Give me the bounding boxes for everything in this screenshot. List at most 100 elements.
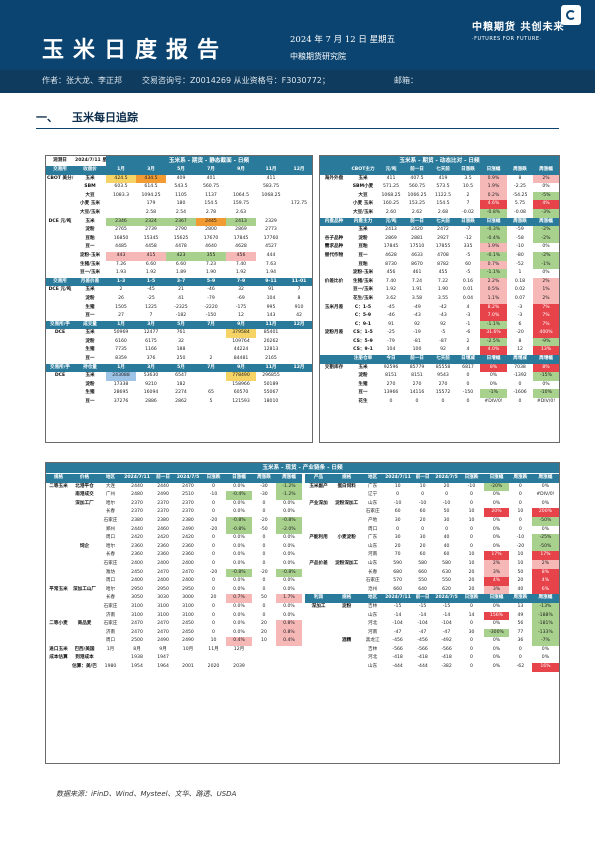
static-cell: 豆一 bbox=[85, 244, 95, 250]
static-cell bbox=[286, 183, 312, 192]
spot-right-cell: 利润 bbox=[305, 594, 333, 603]
dynamic-cell: 0.07 bbox=[514, 295, 526, 301]
spot-left-cell: 2020 bbox=[207, 664, 220, 670]
spot-right-cell: 周口 bbox=[368, 526, 378, 532]
static-cell: 豆一 bbox=[85, 399, 95, 405]
static-cell bbox=[46, 209, 74, 218]
spot-right-cell: 0 bbox=[518, 526, 522, 532]
static-cell: 2329 bbox=[265, 218, 277, 224]
static-cell bbox=[286, 346, 312, 355]
spot-left-cell: 2360 bbox=[131, 543, 143, 549]
spot-right-cell bbox=[305, 577, 332, 586]
spot-left-cell: -0.8% bbox=[225, 516, 252, 526]
dynamic-cell: -5 bbox=[440, 330, 446, 336]
spot-right-cell: -50% bbox=[531, 542, 559, 552]
dynamic-cell: 17510 bbox=[409, 244, 425, 250]
dynamic-cell: -46 bbox=[387, 313, 395, 319]
spot-right-cell: 0 bbox=[470, 638, 473, 644]
dynamic-cell: 14116 bbox=[409, 390, 425, 396]
dynamic-cell: -59 bbox=[516, 227, 524, 233]
spot-right-cell: -133% bbox=[531, 628, 559, 638]
static-title-row: 观测日 2024/7/11 星期4玉米系 - 期货 - 静态截面 - 日频 bbox=[46, 156, 313, 166]
static-cell: 7 bbox=[149, 313, 153, 319]
dynamic-cell: 3.55 bbox=[437, 295, 449, 301]
spot-right-row: 酒精 黑龙江 -456 -456 -492 0 0% 36 -7% bbox=[305, 637, 559, 646]
static-cell: 1166 bbox=[145, 347, 157, 353]
dynamic-cell: -19 bbox=[413, 330, 421, 336]
dynamic-cell: CS：9-1 bbox=[353, 347, 373, 353]
spot-right-row: 产地 30 20 30 10 0% 0 -50% bbox=[305, 516, 559, 526]
static-cell: 41 bbox=[178, 295, 184, 301]
spot-right-row: 长春 680 660 630 20 3% 50 8% bbox=[305, 568, 559, 578]
spot-right-cell bbox=[332, 508, 361, 517]
static-cell bbox=[286, 235, 312, 244]
section-number: 一、 bbox=[36, 111, 58, 124]
dynamic-cell: -1.1% bbox=[480, 269, 507, 278]
dynamic-cell: 2420 bbox=[411, 227, 423, 233]
spot-right-cell: 2024/7/5 bbox=[434, 594, 460, 603]
static-cell: 小麦 玉米 bbox=[80, 201, 100, 207]
spot-left-cell: 广州 bbox=[105, 492, 116, 498]
spot-right-row: 石家庄 570 550 550 20 4% 20 4% bbox=[305, 577, 559, 586]
spot-right-cell: 前一日 bbox=[411, 594, 435, 603]
static-cell: 2790 bbox=[175, 227, 187, 233]
spot-left-cell bbox=[201, 654, 226, 663]
spot-right-cell: 0 bbox=[518, 483, 522, 489]
dynamic-cell: 今日 bbox=[378, 355, 404, 364]
static-cell bbox=[286, 226, 312, 235]
static-cell: 11-01 bbox=[286, 277, 313, 287]
spot-right-cell: 50 bbox=[517, 569, 524, 575]
dynamic-row: 价差比价 生猪/玉米 7.40 7.24 7.22 0.16 2.2% 0.18 2% bbox=[320, 277, 559, 287]
static-cell: 大豆 bbox=[85, 192, 95, 198]
spot-right-cell: 深加工 bbox=[311, 603, 326, 609]
spot-right-cell: 0 bbox=[470, 492, 473, 498]
spot-right-cell: 660 bbox=[418, 569, 427, 575]
spot-right-cell: 0% bbox=[492, 664, 501, 670]
spot-left-row: 平常玉米 深加工山厂 哈尔 2950 2950 2950 0 0.0% 0 0.0% bbox=[46, 586, 302, 595]
static-cell: 2.63 bbox=[235, 209, 247, 215]
spot-left-cell: -0.8% bbox=[275, 568, 302, 578]
spot-right-row: 利润 规格 地区 2024/7/11 前一日 2024/7/5 日涨跌 日涨幅 周涨跌 周涨幅 bbox=[305, 594, 559, 603]
static-row: 豆一 8359 376 250 2 84481 2165 bbox=[46, 355, 312, 364]
dynamic-cell: 270 bbox=[386, 381, 396, 387]
spot-right-cell: -15 bbox=[393, 603, 402, 609]
spot-left-cell: 长春 bbox=[105, 509, 116, 515]
spot-left-cell: 2024/7/11 bbox=[122, 474, 152, 483]
static-cell: 6.60 bbox=[145, 261, 157, 267]
spot-left-cell: 0 bbox=[212, 612, 215, 618]
static-cell: 434.5 bbox=[136, 174, 166, 184]
dynamic-cell: 92596 bbox=[383, 364, 399, 370]
static-cell: 614.5 bbox=[144, 184, 158, 190]
spot-right-cell: 周涨幅 bbox=[531, 594, 559, 603]
spot-right-cell: 20 bbox=[468, 569, 475, 575]
static-row: 大豆/玉米 2.58 2.54 2.78 2.63 bbox=[46, 209, 312, 218]
dynamic-cell: -1% bbox=[480, 389, 507, 399]
spot-left-cell: 0 bbox=[212, 578, 215, 584]
spot-left-row: 济南 3100 3100 3100 0 0.0% 0 0.0% bbox=[46, 612, 302, 621]
dynamic-row: CBOT主力 元/吨 前一日 七天前 日涨跌 日涨幅 周涨跌 周涨幅 bbox=[320, 166, 559, 175]
spot-left-cell: 3100 bbox=[157, 603, 169, 609]
dynamic-cell bbox=[320, 286, 348, 295]
dynamic-cell: -45 bbox=[387, 304, 395, 310]
dynamic-cell: -1 bbox=[465, 321, 471, 327]
static-cell: -45 bbox=[147, 287, 155, 293]
static-cell: 7.26 bbox=[115, 261, 127, 267]
spot-left-cell: 3100 bbox=[182, 612, 194, 618]
static-cell bbox=[286, 269, 312, 278]
dynamic-cell: 3.5 bbox=[464, 175, 472, 181]
dynamic-cell: 100 bbox=[412, 347, 422, 353]
dynamic-row: 淀粉月差 CS：1-5 -25 -19 -5 -6 31.6% -20 400% bbox=[320, 329, 559, 338]
static-cell: 豆一 bbox=[85, 313, 95, 319]
static-cell: -25 bbox=[147, 295, 155, 301]
spot-right-cell: 酒精 bbox=[342, 638, 352, 644]
spot-left-cell: 巴西/美国 bbox=[74, 646, 95, 652]
static-row: DCE 元/吨 玉米 2346 2324 2367 2445 2413 2329 bbox=[46, 217, 312, 227]
static-title-cell: 观测日 bbox=[53, 157, 67, 163]
spot-right-cell: 周涨幅 bbox=[531, 474, 559, 483]
dynamic-cell: 8782 bbox=[437, 261, 449, 267]
static-cell: 1月 bbox=[106, 166, 136, 175]
static-cell: 2.78 bbox=[205, 209, 217, 215]
dynamic-cell: 411 bbox=[386, 175, 396, 181]
spot-left-cell: 2024/7/5 bbox=[175, 474, 202, 483]
